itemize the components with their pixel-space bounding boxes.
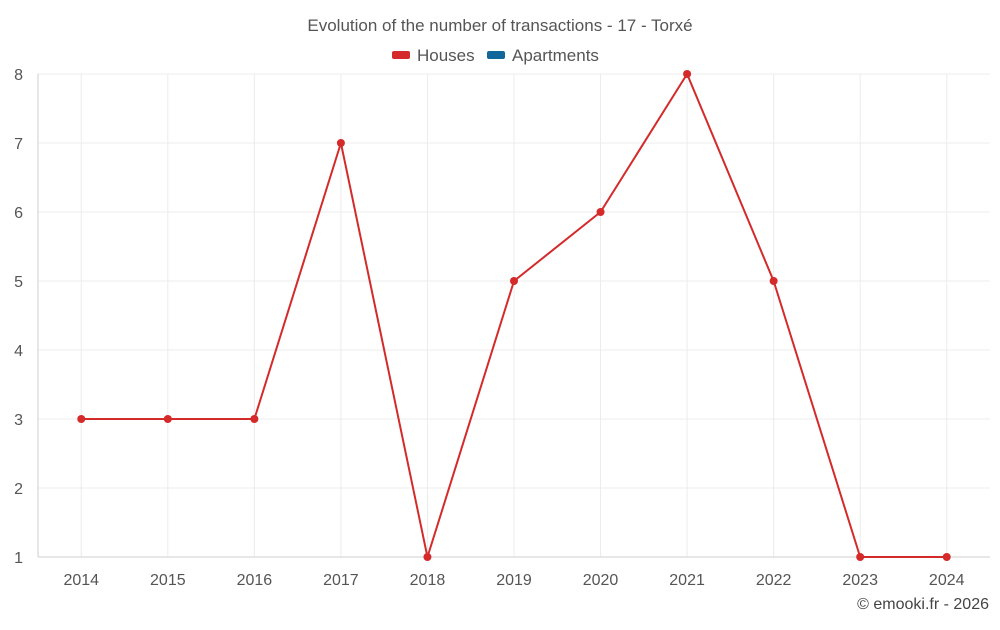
y-tick-label: 1 — [14, 550, 23, 567]
y-tick-label: 7 — [14, 136, 23, 153]
y-tick-label: 2 — [14, 481, 23, 498]
legend-swatch-apartments — [487, 51, 505, 59]
series — [77, 70, 951, 561]
y-tick-label: 8 — [14, 67, 23, 84]
credit-text: © emooki.fr - 2026 — [857, 596, 989, 613]
grid — [38, 73, 990, 557]
x-tick-label: 2019 — [496, 572, 532, 589]
data-point-houses-2023[interactable] — [856, 553, 865, 561]
x-tick-label: 2022 — [756, 572, 792, 589]
y-tick-label: 4 — [14, 343, 23, 360]
legend: Houses Apartments — [392, 46, 599, 65]
x-tick-label: 2018 — [410, 572, 446, 589]
x-tick-label: 2015 — [150, 572, 186, 589]
data-point-houses-2021[interactable] — [683, 70, 692, 78]
y-tick-label: 3 — [14, 412, 23, 429]
x-tick-label: 2024 — [929, 572, 965, 589]
x-tick-label: 2017 — [323, 572, 359, 589]
data-point-houses-2015[interactable] — [163, 415, 172, 423]
legend-item-apartments[interactable]: Apartments — [487, 46, 599, 65]
x-tick-label: 2023 — [842, 572, 878, 589]
data-point-houses-2017[interactable] — [336, 139, 345, 147]
data-point-houses-2016[interactable] — [250, 415, 259, 423]
tick-labels: 1 2 3 4 5 6 7 8 2014 2015 2016 2017 2018 2019 2020 2021… — [14, 67, 965, 589]
legend-item-houses[interactable]: Houses — [392, 46, 475, 65]
chart-title: Evolution of the number of transactions … — [307, 16, 692, 35]
x-tick-label: 2020 — [583, 572, 619, 589]
x-tick-label: 2021 — [669, 572, 705, 589]
data-point-houses-2019[interactable] — [510, 277, 518, 285]
data-point-houses-2020[interactable] — [596, 208, 605, 216]
data-point-houses-2018[interactable] — [423, 553, 432, 561]
axes — [37, 74, 990, 558]
legend-label-houses: Houses — [417, 46, 475, 65]
x-tick-label: 2014 — [63, 572, 99, 589]
data-point-houses-2014[interactable] — [77, 415, 86, 423]
legend-swatch-houses — [392, 51, 410, 59]
y-tick-label: 5 — [14, 274, 23, 291]
data-point-houses-2022[interactable] — [769, 277, 778, 285]
x-tick-label: 2016 — [237, 572, 273, 589]
y-tick-label: 6 — [14, 205, 23, 222]
data-point-houses-2024[interactable] — [942, 553, 951, 561]
legend-label-apartments: Apartments — [512, 46, 599, 65]
